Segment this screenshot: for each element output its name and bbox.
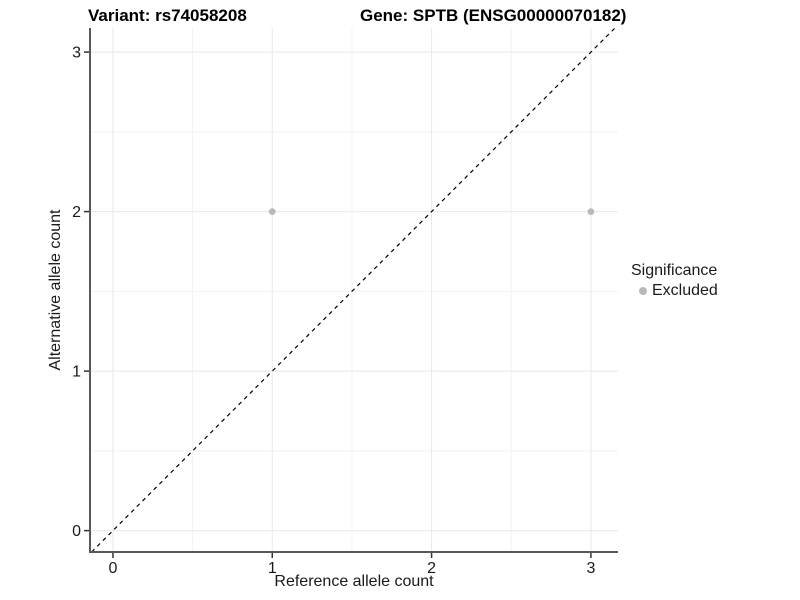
plot-title-gene: Gene: SPTB (ENSG00000070182) (360, 6, 627, 25)
data-point (587, 208, 595, 215)
y-tick-label: 3 (72, 45, 81, 62)
legend-title: Significance (631, 262, 718, 279)
y-tick-label: 1 (72, 364, 81, 381)
x-tick-label: 0 (108, 560, 117, 577)
x-axis-title: Reference allele count (274, 573, 434, 590)
data-point (268, 208, 276, 215)
legend-item-label: Excluded (652, 282, 718, 299)
y-tick-label: 0 (72, 523, 81, 540)
x-tick-label: 1 (268, 560, 277, 577)
y-axis-title: Alternative allele count (47, 209, 64, 371)
y-tick-label: 2 (72, 204, 81, 221)
x-tick-label: 2 (427, 560, 436, 577)
legend-item-excluded: Excluded (639, 282, 718, 300)
x-tick-label: 3 (586, 560, 595, 577)
plot-title-variant: Variant: rs74058208 (88, 6, 247, 25)
legend-circle-marker-icon (639, 287, 647, 295)
legend: Significance Excluded (631, 262, 718, 300)
identity-line (91, 27, 616, 553)
